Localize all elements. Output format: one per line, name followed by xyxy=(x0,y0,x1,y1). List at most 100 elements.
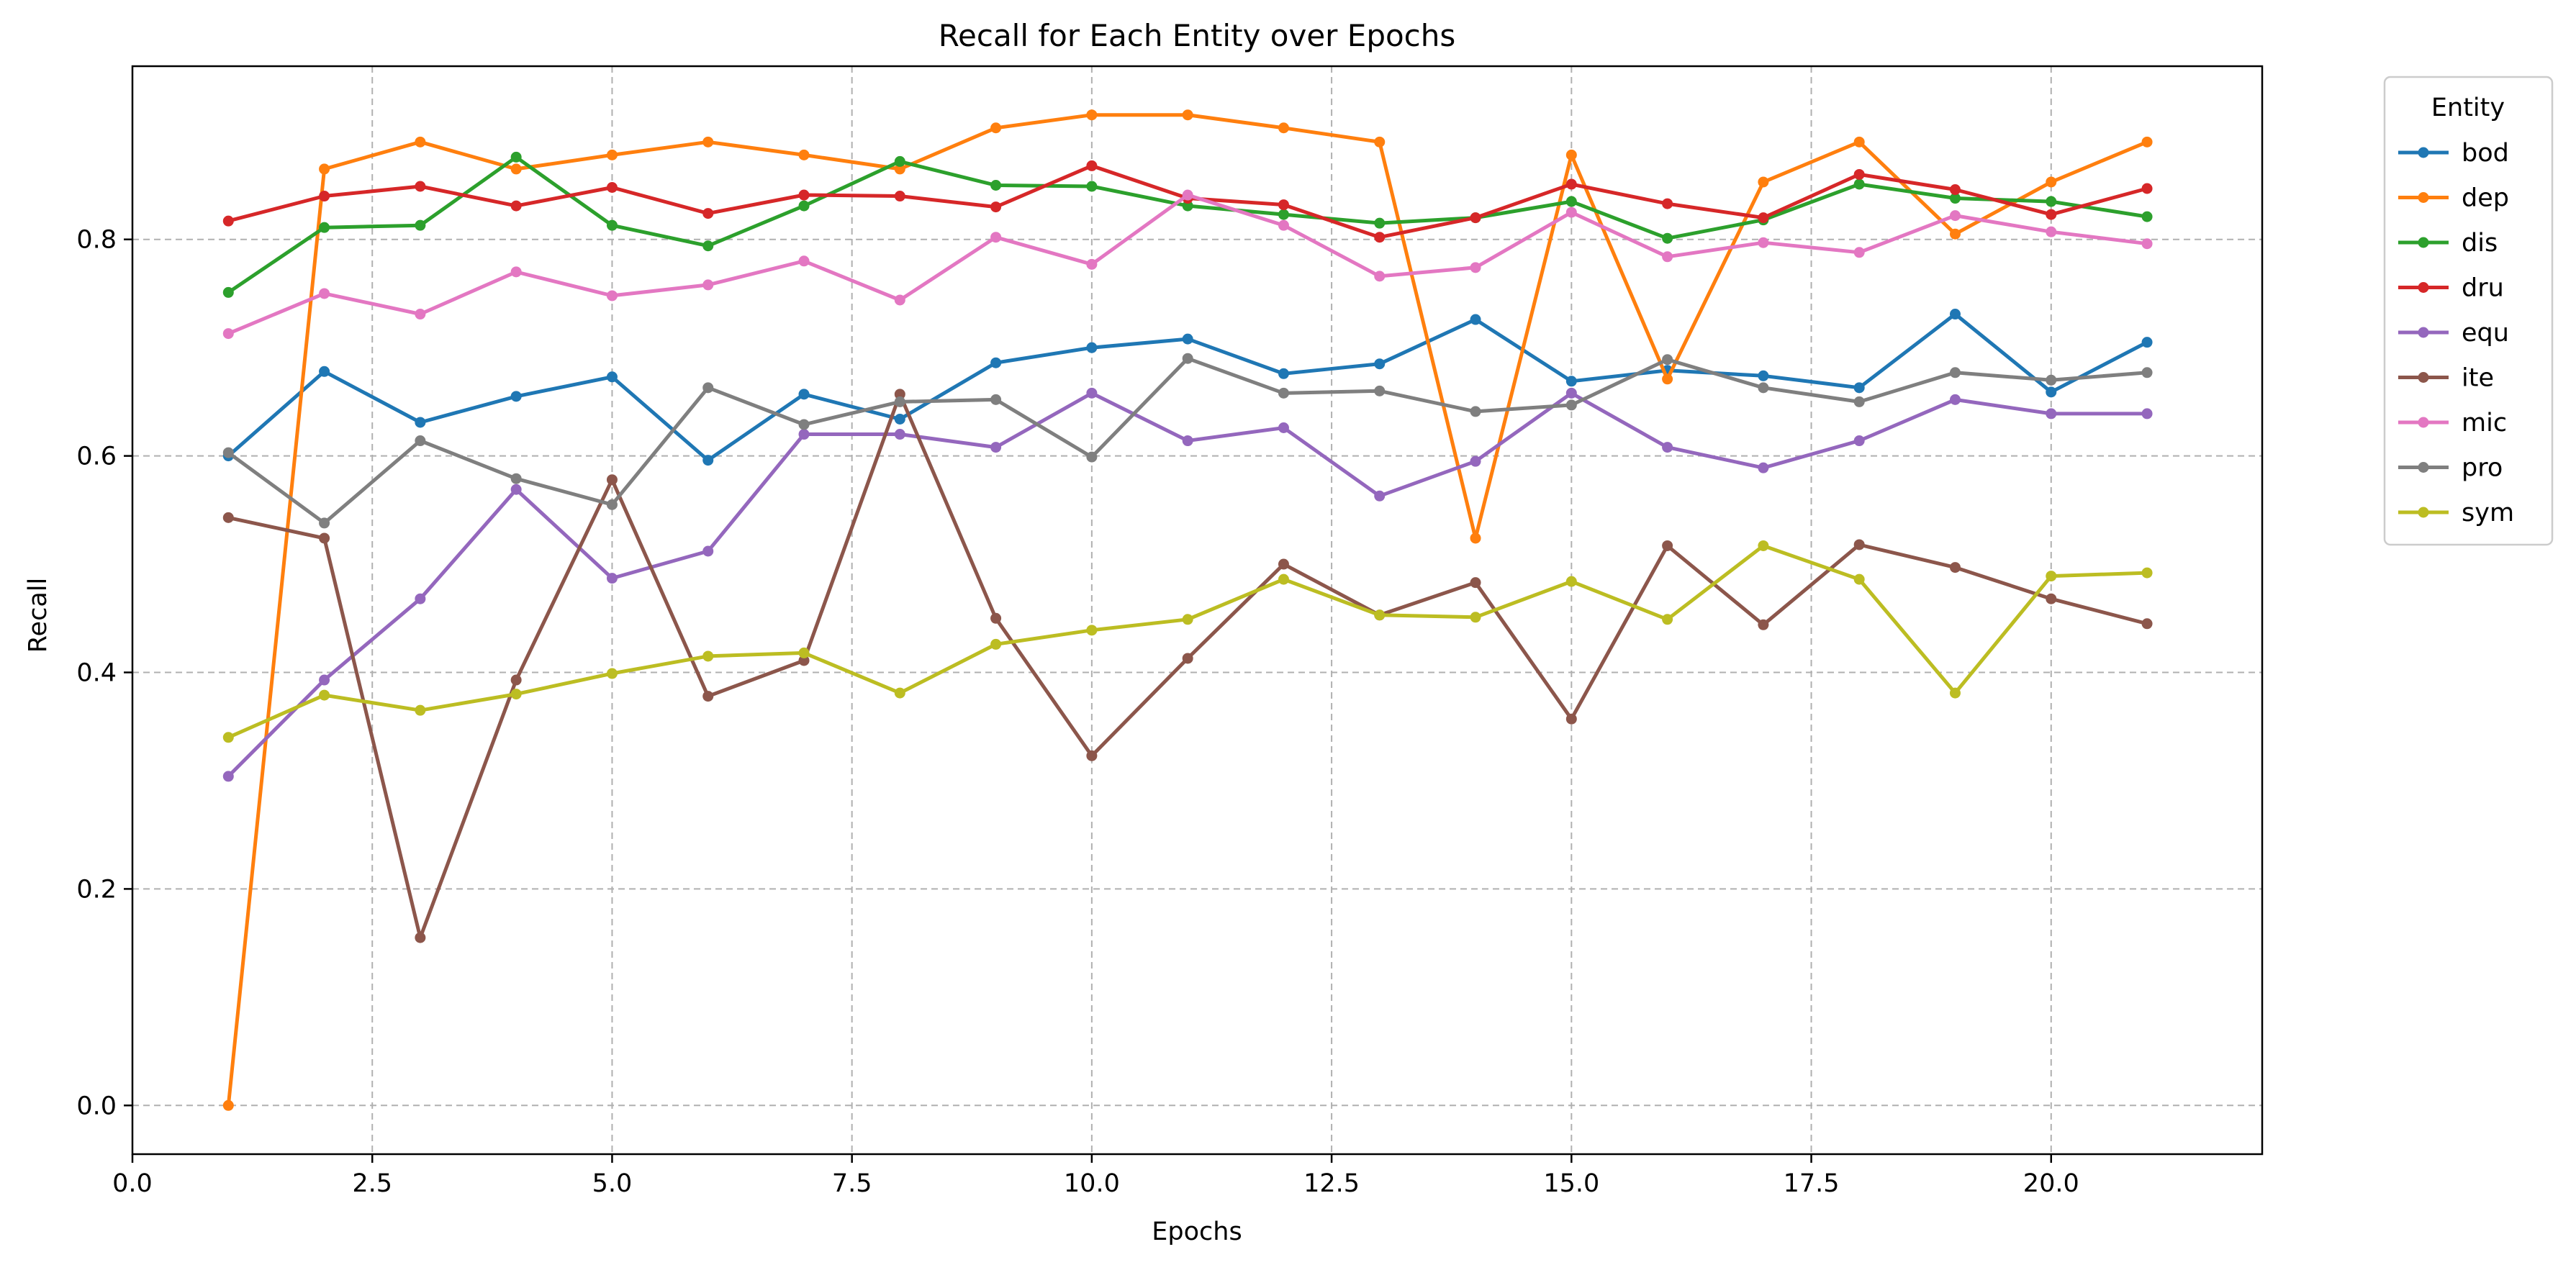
data-point-ite xyxy=(1949,562,1961,573)
data-point-sym xyxy=(319,689,330,701)
data-point-mic xyxy=(1565,207,1577,218)
legend-label: bod xyxy=(2462,139,2509,168)
data-point-pro xyxy=(2141,367,2153,378)
data-point-mic xyxy=(1662,251,1673,263)
legend: Entity bod dep dis dru equ ite mic pro sym xyxy=(2383,76,2554,546)
data-point-dru xyxy=(990,201,1002,213)
data-point-pro xyxy=(1374,385,1386,396)
data-point-pro xyxy=(1662,354,1673,366)
legend-swatch-marker xyxy=(2418,282,2429,293)
data-point-dis xyxy=(702,240,714,252)
legend-entry-dep: dep xyxy=(2398,184,2509,213)
data-point-sym xyxy=(894,687,905,699)
data-point-bod xyxy=(702,455,714,466)
legend-entry-equ: equ xyxy=(2398,319,2509,348)
data-point-sym xyxy=(1662,614,1673,625)
data-point-ite xyxy=(606,474,618,486)
data-point-bod xyxy=(1758,370,1769,381)
legend-label: pro xyxy=(2462,454,2503,483)
data-point-mic xyxy=(2141,238,2153,250)
data-point-dis xyxy=(222,286,234,298)
x-axis-ticks: 0.0 2.5 5.0 7.5 10.0 12.5 15.0 17.5 20.0 xyxy=(112,1154,2079,1198)
data-point-dep xyxy=(798,149,810,160)
data-point-pro xyxy=(1182,353,1193,364)
data-point-sym xyxy=(1758,540,1769,551)
legend-label: sym xyxy=(2462,499,2514,527)
data-point-dep xyxy=(1374,136,1386,148)
data-point-dru xyxy=(1374,232,1386,243)
data-point-dep xyxy=(702,136,714,148)
data-point-sym xyxy=(1278,573,1289,585)
data-point-bod xyxy=(415,417,426,428)
data-point-pro xyxy=(1565,399,1577,411)
series-equ xyxy=(222,387,2153,782)
data-point-mic xyxy=(222,328,234,340)
data-point-dru xyxy=(606,182,618,194)
data-point-bod xyxy=(319,366,330,377)
data-point-ite xyxy=(222,512,234,523)
data-point-mic xyxy=(1949,210,1961,222)
legend-swatch-marker xyxy=(2418,507,2429,518)
data-point-dru xyxy=(1949,184,1961,196)
plot-area-frame xyxy=(131,65,2264,1156)
data-point-dis xyxy=(415,219,426,231)
data-point-equ xyxy=(1470,455,1481,467)
x-tick-label: 15.0 xyxy=(1543,1169,1599,1198)
data-point-dru xyxy=(2141,183,2153,194)
data-point-ite xyxy=(798,655,810,666)
legend-entry-bod: bod xyxy=(2398,139,2509,168)
data-point-bod xyxy=(510,391,522,402)
data-point-dru xyxy=(894,191,905,202)
data-point-bod xyxy=(990,357,1002,368)
x-tick-label: 17.5 xyxy=(1784,1169,1840,1198)
data-point-ite xyxy=(1470,577,1481,589)
legend-entry-dis: dis xyxy=(2398,229,2498,258)
data-point-ite xyxy=(510,674,522,686)
x-tick-label: 5.0 xyxy=(592,1169,633,1198)
data-point-sym xyxy=(510,689,522,700)
legend-label: dep xyxy=(2462,184,2509,213)
data-point-ite xyxy=(415,932,426,943)
y-axis-ticks: 0.0 0.2 0.4 0.6 0.8 xyxy=(76,226,132,1120)
data-point-dis xyxy=(1278,209,1289,220)
data-point-mic xyxy=(1853,247,1865,258)
data-point-dis xyxy=(1949,193,1961,204)
data-point-pro xyxy=(606,499,618,510)
data-point-sym xyxy=(222,732,234,743)
x-tick-label: 10.0 xyxy=(1064,1169,1120,1198)
data-point-mic xyxy=(798,255,810,267)
legend-entry-sym: sym xyxy=(2398,499,2514,527)
data-point-pro xyxy=(894,396,905,407)
data-point-mic xyxy=(1086,258,1098,270)
data-point-equ xyxy=(510,484,522,495)
data-point-mic xyxy=(1182,189,1193,201)
data-point-pro xyxy=(1470,406,1481,417)
legend-swatch-marker xyxy=(2418,192,2429,203)
data-point-dep xyxy=(2141,136,2153,148)
data-point-equ xyxy=(2141,408,2153,419)
data-point-pro xyxy=(1086,451,1098,463)
data-point-dep xyxy=(1278,122,1289,134)
data-point-equ xyxy=(1086,387,1098,399)
data-point-dep xyxy=(606,149,618,160)
data-point-bod xyxy=(1949,309,1961,320)
data-point-pro xyxy=(1758,382,1769,394)
data-point-ite xyxy=(2046,593,2057,604)
data-point-ite xyxy=(702,691,714,702)
data-point-mic xyxy=(990,232,1002,243)
data-point-ite xyxy=(1565,713,1577,725)
data-point-sym xyxy=(1565,576,1577,587)
data-point-ite xyxy=(990,612,1002,624)
legend-entry-mic: mic xyxy=(2398,409,2507,437)
data-point-equ xyxy=(1374,490,1386,502)
data-point-pro xyxy=(990,394,1002,405)
data-point-pro xyxy=(1853,396,1865,407)
data-point-sym xyxy=(1470,612,1481,623)
x-axis-label: Epochs xyxy=(1152,1217,1242,1246)
data-point-dis xyxy=(798,200,810,212)
data-point-ite xyxy=(2141,618,2153,630)
data-point-dep xyxy=(1758,176,1769,188)
data-point-sym xyxy=(798,647,810,658)
data-point-dru xyxy=(1470,212,1481,224)
